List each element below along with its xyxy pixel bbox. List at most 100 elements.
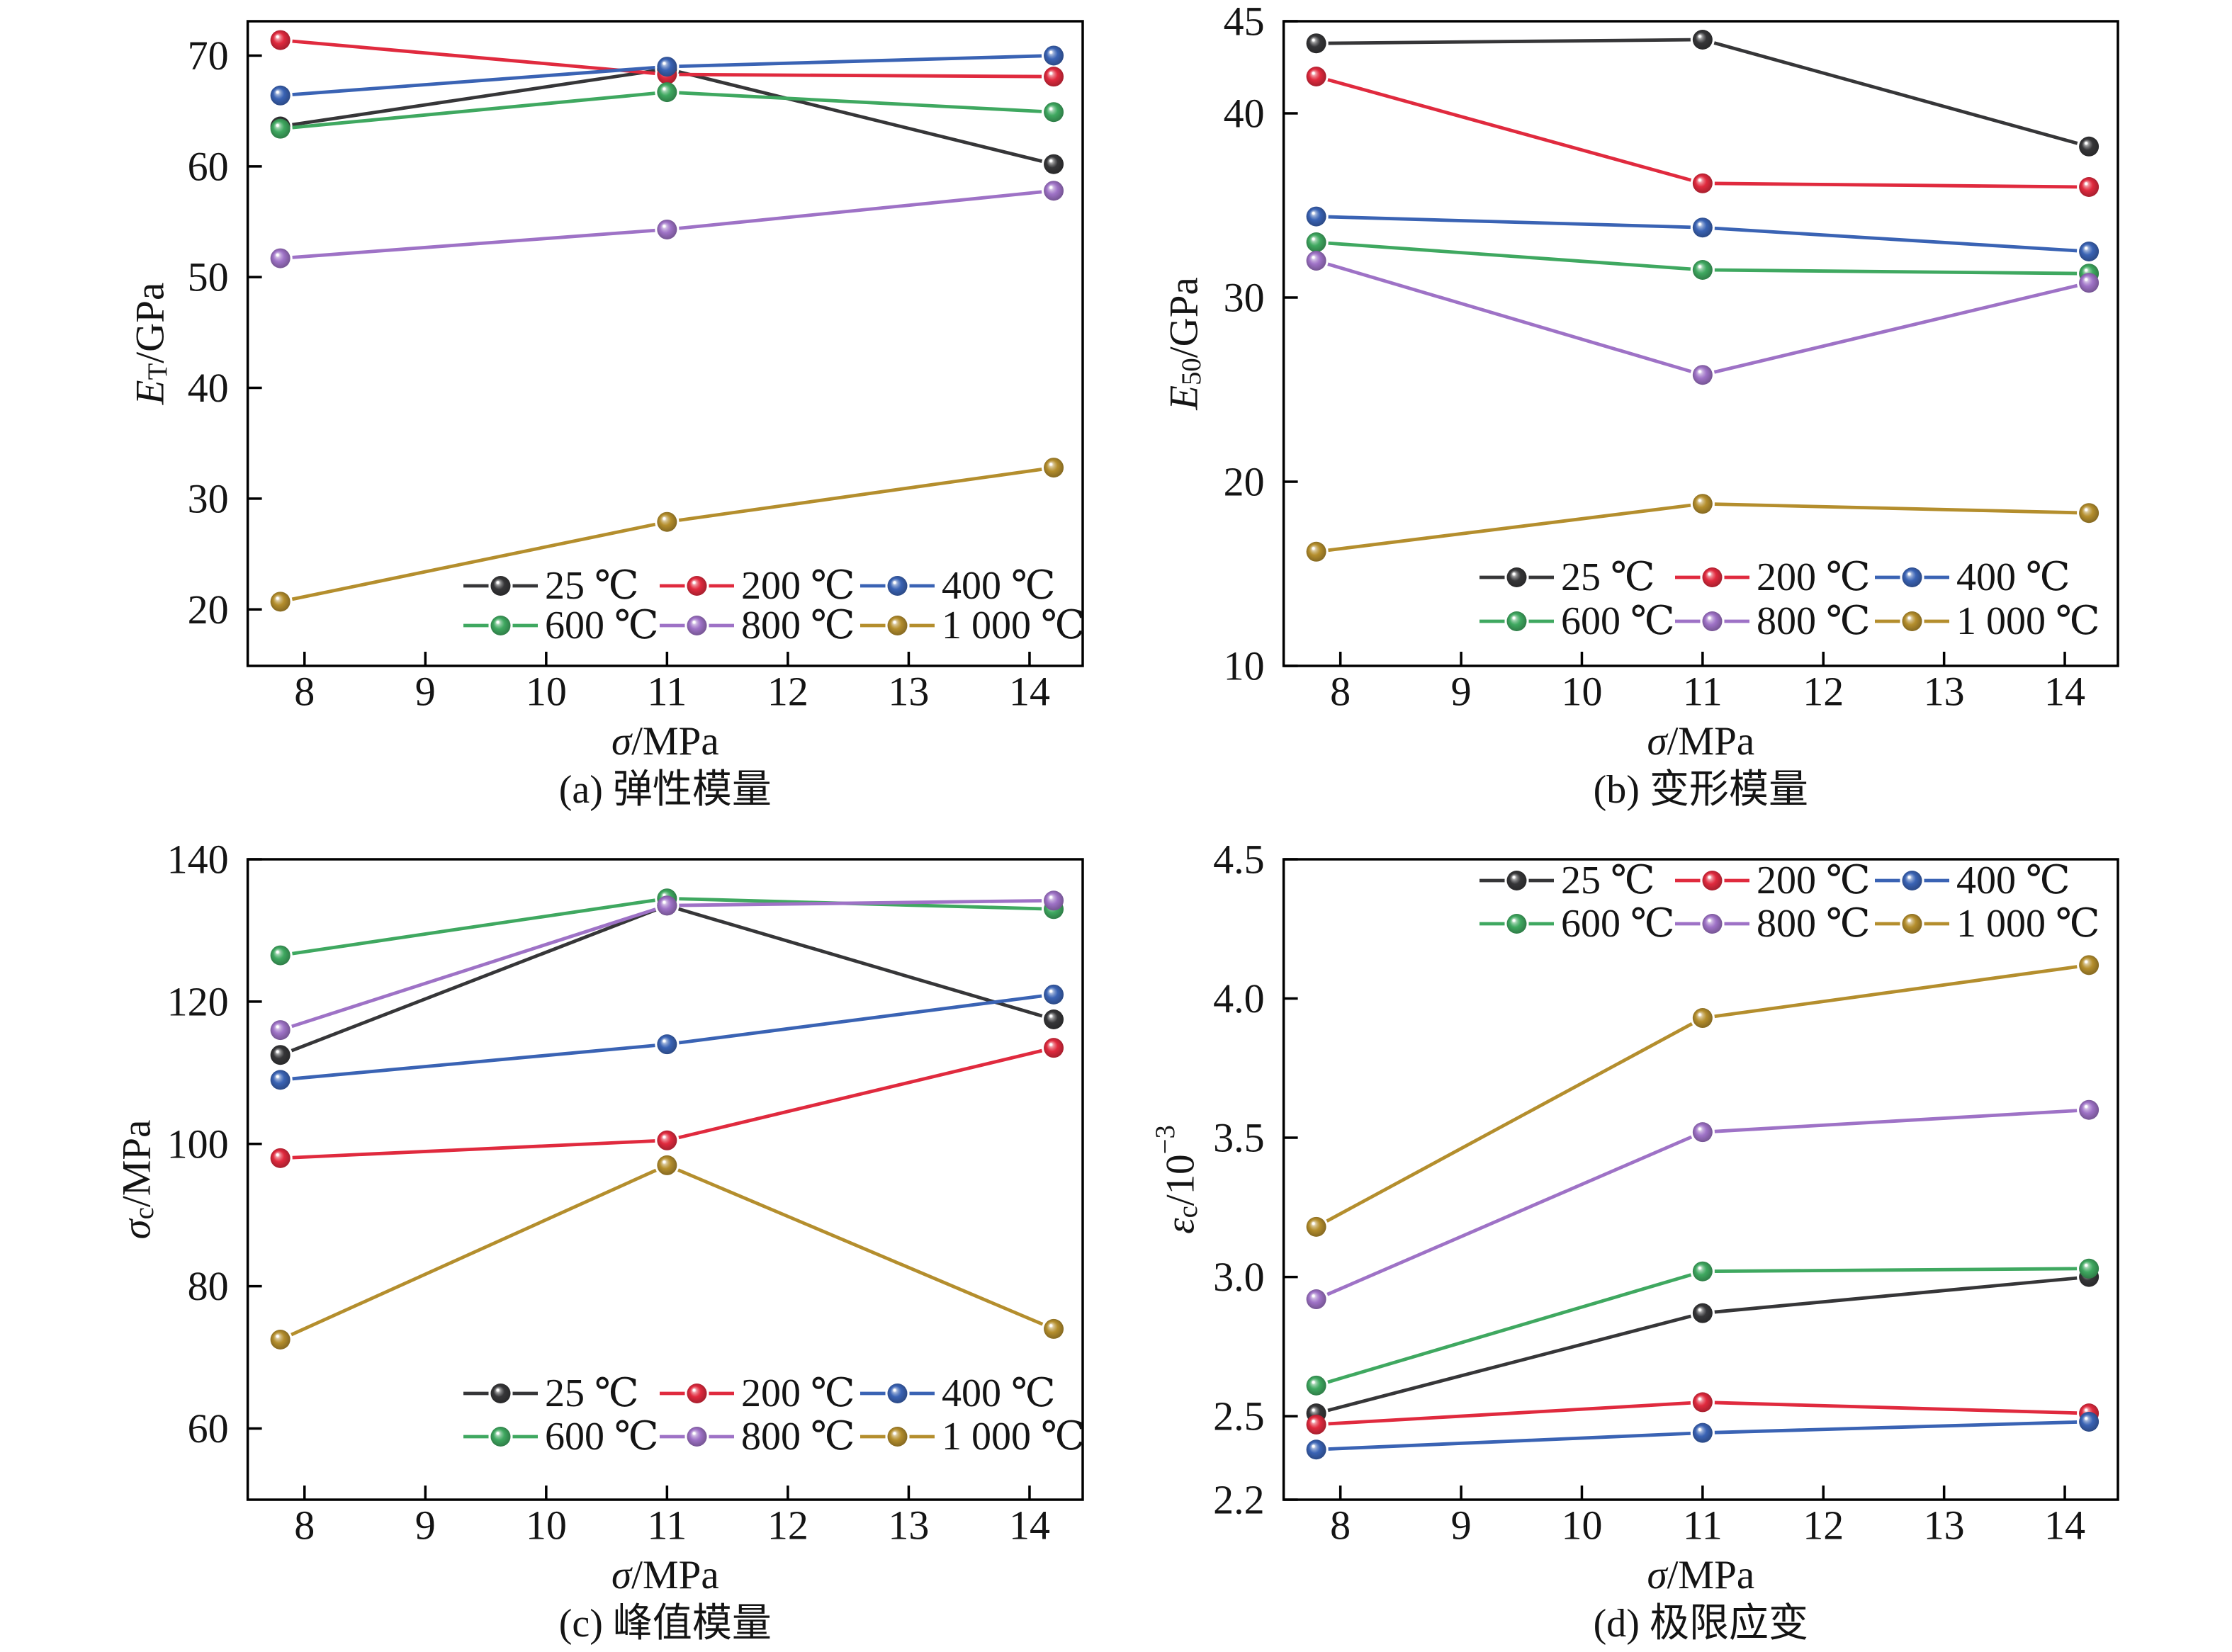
data-point-c-4-2 bbox=[1044, 890, 1064, 911]
data-point-d-2-2 bbox=[2079, 1411, 2099, 1432]
series-line-b-5 bbox=[1714, 502, 2078, 515]
x-tick-label: 11 bbox=[647, 669, 687, 715]
legend-entry-b-3: 600 ℃ bbox=[1479, 599, 1675, 643]
label-text: /10 bbox=[1158, 1154, 1202, 1206]
data-point-d-2-1 bbox=[1692, 1422, 1713, 1443]
data-point-c-0-0 bbox=[270, 1045, 291, 1065]
data-point-a-5-1 bbox=[657, 511, 677, 532]
legend-entry-c-2: 400 ℃ bbox=[860, 1371, 1056, 1415]
y-tick-label: 70 bbox=[188, 33, 229, 79]
data-point-b-5-0 bbox=[1306, 541, 1326, 562]
x-tick-label: 9 bbox=[415, 669, 436, 715]
series-line-c-1 bbox=[292, 1139, 655, 1160]
x-tick-label: 9 bbox=[1451, 669, 1472, 715]
data-point-a-2-0 bbox=[270, 85, 291, 106]
label-text: /MPa bbox=[631, 1553, 719, 1597]
x-axis-title-d: σ/MPa bbox=[1647, 1553, 1754, 1597]
x-tick-label: 13 bbox=[888, 1503, 929, 1549]
legend-entry-a-4: 800 ℃ bbox=[660, 604, 855, 647]
series-line-c-2 bbox=[678, 994, 1042, 1045]
data-point-b-0-0 bbox=[1306, 33, 1326, 54]
y-axis-title-a: ET/GPa bbox=[128, 283, 172, 406]
symbol-italic: E bbox=[128, 380, 172, 405]
x-tick-label: 8 bbox=[1330, 1503, 1351, 1549]
data-point-b-5-2 bbox=[2079, 503, 2099, 524]
legend-label: 600 ℃ bbox=[1561, 599, 1675, 643]
legend-marker bbox=[1902, 611, 1922, 631]
legend-marker bbox=[687, 1427, 707, 1447]
data-point-c-0-2 bbox=[1044, 1009, 1064, 1029]
y-tick-label: 30 bbox=[1224, 275, 1265, 321]
data-point-d-1-0 bbox=[1306, 1414, 1326, 1435]
x-tick-label: 10 bbox=[526, 1503, 567, 1549]
legend-marker bbox=[687, 576, 707, 596]
legend-entry-d-5: 1 000 ℃ bbox=[1875, 902, 2100, 946]
legend-entry-d-4: 800 ℃ bbox=[1675, 902, 1871, 946]
subscript: c bbox=[1172, 1206, 1202, 1218]
y-tick-label: 2.2 bbox=[1213, 1477, 1265, 1523]
legend-marker bbox=[490, 1427, 511, 1447]
series-line-d-1 bbox=[1714, 1401, 2078, 1415]
series-line-b-4 bbox=[1713, 283, 2078, 374]
series-line-b-0 bbox=[1328, 38, 1691, 45]
caption-d: (d) 极限应变 bbox=[1594, 1602, 1808, 1646]
data-point-a-4-2 bbox=[1044, 181, 1064, 201]
series-line-c-0 bbox=[677, 907, 1043, 1018]
legend-marker bbox=[1506, 567, 1527, 587]
y-tick-label: 140 bbox=[167, 837, 229, 883]
caption-c: (c) 峰值模量 bbox=[559, 1602, 772, 1646]
label-text: /GPa bbox=[128, 283, 172, 363]
data-point-d-4-2 bbox=[2079, 1099, 2099, 1120]
legend-entry-a-3: 600 ℃ bbox=[463, 604, 659, 647]
data-point-a-2-1 bbox=[657, 57, 677, 77]
subscript: T bbox=[142, 363, 172, 380]
x-tick-label: 12 bbox=[767, 1503, 808, 1549]
data-point-c-4-0 bbox=[270, 1020, 291, 1041]
series-line-b-2 bbox=[1714, 226, 2078, 253]
y-tick-label: 3.0 bbox=[1213, 1254, 1265, 1300]
data-point-c-1-1 bbox=[657, 1130, 677, 1150]
legend-marker bbox=[1506, 611, 1527, 631]
legend-label: 1 000 ℃ bbox=[1956, 902, 2100, 946]
x-tick-label: 11 bbox=[1683, 1503, 1723, 1549]
data-point-a-3-2 bbox=[1044, 102, 1064, 123]
y-tick-label: 60 bbox=[188, 1405, 229, 1452]
data-point-b-1-1 bbox=[1692, 173, 1713, 193]
data-point-d-3-2 bbox=[2079, 1258, 2099, 1279]
data-point-c-2-2 bbox=[1044, 984, 1064, 1005]
legend-label: 200 ℃ bbox=[1757, 555, 1871, 599]
series-line-d-4 bbox=[1714, 1109, 2078, 1133]
x-tick-label: 13 bbox=[1924, 1503, 1965, 1549]
data-point-a-0-2 bbox=[1044, 154, 1064, 174]
legend-label: 400 ℃ bbox=[1956, 859, 2070, 903]
y-tick-label: 40 bbox=[188, 365, 229, 411]
legend-marker bbox=[1506, 871, 1527, 890]
data-point-b-5-1 bbox=[1692, 494, 1713, 514]
data-point-b-1-0 bbox=[1306, 67, 1326, 86]
x-tick-label: 10 bbox=[1561, 1503, 1602, 1549]
series-line-a-3 bbox=[292, 91, 655, 130]
x-tick-label: 14 bbox=[1009, 1503, 1050, 1549]
legend-entry-a-5: 1 000 ℃ bbox=[860, 604, 1086, 647]
panel-a: 8 9 10 11 12 13 14 20 30 40 50 60 70 25 ℃ 200 ℃ 400 ℃ 60… bbox=[128, 20, 1086, 812]
data-point-b-4-1 bbox=[1692, 365, 1713, 385]
legend-marker bbox=[687, 1384, 707, 1403]
axis-box-d bbox=[1282, 858, 2119, 1501]
legend-entry-d-2: 400 ℃ bbox=[1875, 859, 2070, 903]
data-point-d-1-1 bbox=[1692, 1392, 1713, 1413]
x-tick-label: 10 bbox=[526, 669, 567, 715]
legend-entry-c-5: 1 000 ℃ bbox=[860, 1415, 1086, 1459]
legend-label: 25 ℃ bbox=[545, 564, 639, 608]
symbol-italic: ε bbox=[1158, 1218, 1202, 1234]
legend-marker bbox=[1702, 914, 1723, 934]
axis-box-c bbox=[246, 858, 1084, 1501]
legend-marker bbox=[887, 616, 908, 635]
axis-box-a bbox=[246, 20, 1084, 667]
legend-marker bbox=[687, 616, 707, 635]
symbol-italic: σ bbox=[611, 1553, 633, 1597]
series-line-b-4 bbox=[1327, 262, 1692, 373]
series-line-b-5 bbox=[1328, 503, 1691, 553]
data-point-a-1-0 bbox=[270, 30, 291, 50]
x-tick-label: 8 bbox=[294, 1503, 315, 1549]
data-point-c-1-2 bbox=[1044, 1038, 1064, 1058]
